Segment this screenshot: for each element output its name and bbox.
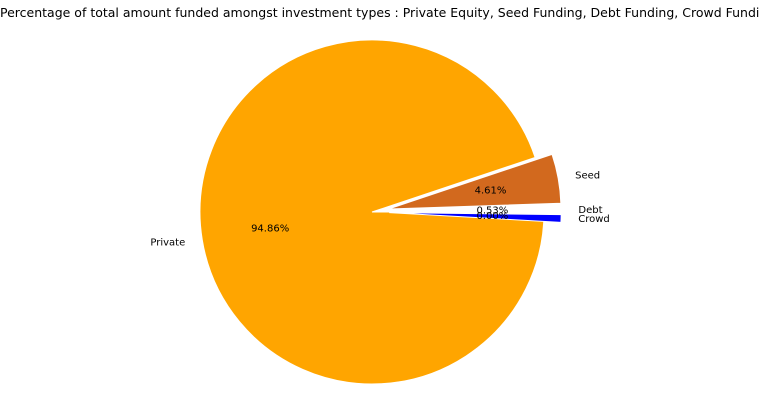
slice-pct-debt: 0.53% [477, 206, 509, 217]
pie-slice-debt [389, 205, 562, 215]
pie-slice-seed [388, 153, 562, 210]
slice-pct-private: 94.86% [251, 224, 289, 235]
pie-slice-crowd [389, 212, 562, 223]
pie-slice-private [199, 39, 545, 385]
slice-pct-seed: 4.61% [475, 186, 507, 197]
slice-label-seed: Seed [575, 170, 600, 181]
pie-slices [199, 39, 562, 385]
pie-labels: Private 94.86% Seed 4.61% Debt 0.53% Crowd 0.00… [150, 170, 609, 248]
chart-title: Percentage of total amount funded amongs… [0, 5, 760, 20]
slice-label-debt: Debt [578, 205, 602, 216]
slice-label-private: Private [150, 237, 185, 248]
slice-pct-crowd: 0.00% [476, 211, 508, 222]
slice-label-crowd: Crowd [578, 214, 610, 225]
